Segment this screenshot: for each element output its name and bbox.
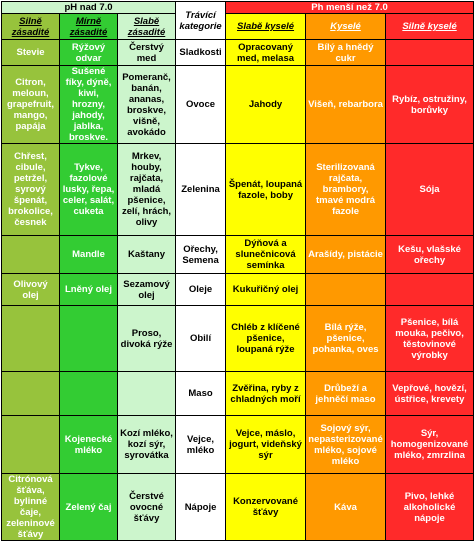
table-row-meat: Maso Zvěřina, ryby z chladných moří Drůbež…: [1, 371, 474, 416]
cell-strong-alkaline: [1, 371, 60, 416]
cell-acid: Sojový sýr, nepasterizované mléko, sojov…: [305, 415, 387, 474]
cell-weak-alkaline: Čerstvý med: [116, 39, 177, 66]
column-header-acid: Kyselé: [305, 13, 387, 40]
cell-strong-acid: [385, 39, 474, 66]
cell-mild-alkaline: [59, 371, 118, 416]
cell-mild-alkaline: Zelený čaj: [59, 473, 118, 541]
table-row-oils: Olivový olej Lněný olej Sezamový olej Oleje…: [1, 273, 474, 306]
cell-category: Zelenina: [175, 143, 227, 236]
cell-mild-alkaline: Tykve, fazolové lusky, řepa, celer, salá…: [59, 143, 118, 236]
cell-acid: Arašídy, pistácie: [305, 235, 387, 274]
cell-weak-alkaline: Kozí mléko, kozí sýr, syrovátka: [116, 415, 177, 474]
cell-weak-alkaline: Čerstvé ovocné šťávy: [116, 473, 177, 541]
column-header-mild-alkaline: Mírně zásadité: [59, 13, 118, 40]
cell-strong-alkaline: [1, 415, 60, 474]
cell-mild-alkaline: [59, 305, 118, 372]
cell-strong-acid: [385, 273, 474, 306]
cell-weak-alkaline: Proso, divoká rýže: [116, 305, 177, 372]
cell-acid: Bílá rýže, pšenice, pohanka, oves: [305, 305, 387, 372]
cell-strong-alkaline: Citrónová šťáva, bylinné čaje, zeleninov…: [1, 473, 60, 541]
cell-strong-alkaline: [1, 305, 60, 372]
cell-weak-acid: Chléb z klíčené pšenice, loupaná rýže: [225, 305, 307, 372]
cell-weak-acid: Zvěřina, ryby z chladných moří: [225, 371, 307, 416]
table-row-vegetables: Chřest, cibule, petržel, syrový špenát, …: [1, 143, 474, 236]
cell-mild-alkaline: Lněný olej: [59, 273, 118, 306]
column-header-weak-alkaline: Slabě zásadité: [116, 13, 177, 40]
cell-category: Sladkosti: [175, 39, 227, 66]
cell-weak-acid: Kukuřičný olej: [225, 273, 307, 306]
table-row-sweets: Stevie Rýžový odvar Čerstvý med Sladkosti Op…: [1, 39, 474, 66]
cell-strong-acid: Pivo, lehké alkoholické nápoje: [385, 473, 474, 541]
cell-strong-alkaline: Chřest, cibule, petržel, syrový špenát, …: [1, 143, 60, 236]
cell-weak-acid: Dýňová a slunečnicová semínka: [225, 235, 307, 274]
cell-strong-acid: Sýr, homogenizované mléko, zmrzlina: [385, 415, 474, 474]
cell-category: Ořechy, Semena: [175, 235, 227, 274]
cell-strong-acid: Rybíz, ostružiny, borůvky: [385, 65, 474, 144]
cell-mild-alkaline: Sušené fíky, dýně, kiwi, hrozny, jahody,…: [59, 65, 118, 144]
cell-weak-acid: Špenát, loupaná fazole, boby: [225, 143, 307, 236]
cell-weak-acid: Opracovaný med, melasa: [225, 39, 307, 66]
ph-above-header: pH nad 7.0: [0, 1, 177, 14]
cell-mild-alkaline: Kojenecké mléko: [59, 415, 118, 474]
table-row-fruit: Citron, meloun, grapefruit, mango, papáj…: [1, 65, 474, 144]
cell-category: Vejce, mléko: [175, 415, 227, 474]
cell-weak-acid: Jahody: [225, 65, 307, 144]
cell-weak-alkaline: Pomeranč, banán, ananas, broskve, višně,…: [116, 65, 177, 144]
cell-strong-acid: Kešu, vlašské ořechy: [385, 235, 474, 274]
table-row-drinks: Citrónová šťáva, bylinné čaje, zeleninov…: [1, 473, 474, 541]
cell-mild-alkaline: Rýžový odvar: [59, 39, 118, 66]
cell-weak-alkaline: Kaštany: [116, 235, 177, 274]
table-row-nuts-seeds: Mandle Kaštany Ořechy, Semena Dýňová a slun…: [1, 235, 474, 274]
cell-category: Obilí: [175, 305, 227, 372]
digestive-category-header: Trávící kategorie: [175, 1, 227, 40]
cell-weak-alkaline: [116, 371, 177, 416]
cell-category: Ovoce: [175, 65, 227, 144]
cell-strong-alkaline: Olivový olej: [1, 273, 60, 306]
table-row-eggs-milk: Kojenecké mléko Kozí mléko, kozí sýr, syr…: [1, 415, 474, 474]
cell-mild-alkaline: Mandle: [59, 235, 118, 274]
cell-category: Nápoje: [175, 473, 227, 541]
column-header-strong-acid: Silně kyselé: [385, 13, 474, 40]
cell-weak-acid: Konzervované šťávy: [225, 473, 307, 541]
cell-strong-acid: Vepřové, hovězí, ústřice, krevety: [385, 371, 474, 416]
table-row-grains: Proso, divoká rýže Obilí Chléb z klíčené p…: [1, 305, 474, 372]
cell-strong-acid: Sója: [385, 143, 474, 236]
column-header-strong-alkaline: Silně zásadité: [1, 13, 60, 40]
cell-weak-alkaline: Mrkev, houby, rajčata, mladá pšenice, ze…: [116, 143, 177, 236]
cell-acid: Drůbeží a jehněčí maso: [305, 371, 387, 416]
cell-acid: Višeň, rebarbora: [305, 65, 387, 144]
cell-strong-alkaline: [1, 235, 60, 274]
cell-acid: Káva: [305, 473, 387, 541]
cell-weak-acid: Vejce, máslo, jogurt, videňský sýr: [225, 415, 307, 474]
ph-below-header: Ph menší než 7.0: [225, 1, 474, 14]
cell-strong-acid: Pšenice, bílá mouka, pečivo, těstovinové…: [385, 305, 474, 372]
cell-strong-alkaline: Citron, meloun, grapefruit, mango, papáj…: [1, 65, 60, 144]
cell-weak-alkaline: Sezamový olej: [116, 273, 177, 306]
cell-category: Maso: [175, 371, 227, 416]
column-header-weak-acid: Slabě kyselé: [225, 13, 307, 40]
cell-acid: Bílý a hnědý cukr: [305, 39, 387, 66]
cell-acid: [305, 273, 387, 306]
cell-category: Oleje: [175, 273, 227, 306]
cell-strong-alkaline: Stevie: [1, 39, 60, 66]
cell-acid: Sterilizovaná rajčata, brambory, tmavé m…: [305, 143, 387, 236]
